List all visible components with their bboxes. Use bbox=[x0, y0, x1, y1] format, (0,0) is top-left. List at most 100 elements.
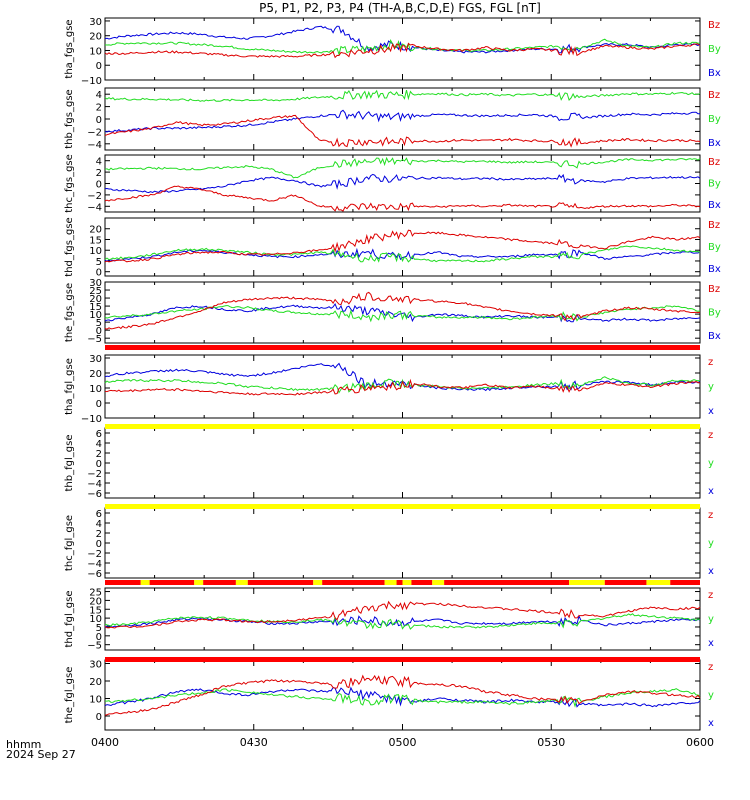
legend-Bx: Bx bbox=[708, 331, 721, 342]
legend-Bx: Bx bbox=[708, 68, 721, 79]
panel-tha_fgs_gse: 30 20 10 0 −10 tha_fgs_gse Bz By Bx bbox=[64, 17, 721, 87]
series-z-line bbox=[104, 600, 701, 629]
y-tick-label: 2 bbox=[96, 103, 102, 114]
y-tick-label: 15 bbox=[89, 302, 102, 313]
y-tick-label: 20 bbox=[89, 294, 102, 305]
legend-z: z bbox=[708, 510, 713, 521]
y-tick-label: 6 bbox=[96, 509, 102, 520]
date-label: 2024 Sep 27 bbox=[6, 748, 76, 761]
y-tick-label: 10 bbox=[89, 310, 102, 321]
y-tick-label: 0 bbox=[96, 539, 102, 550]
mode-bar-segment-yellow bbox=[140, 580, 150, 585]
y-tick-label: −2 bbox=[87, 127, 102, 138]
y-tick-label: 4 bbox=[96, 90, 102, 101]
legend-Bz: Bz bbox=[708, 90, 720, 101]
legend-z: z bbox=[708, 357, 713, 368]
series-y-line bbox=[104, 613, 701, 630]
legend-Bz: Bz bbox=[708, 284, 720, 295]
series-y-line bbox=[104, 89, 701, 102]
mode-bar-segment-yellow bbox=[105, 504, 700, 509]
series-z-line bbox=[104, 42, 701, 59]
legend-y: y bbox=[708, 458, 714, 469]
y-tick-label: −4 bbox=[87, 202, 102, 213]
y-tick-label: 30 bbox=[89, 354, 102, 365]
series-y-line bbox=[104, 38, 701, 57]
series-z-line bbox=[104, 185, 701, 212]
panel-thc_fgs_gse: 420−2−4 thc_fgs_gse Bz By Bx bbox=[64, 154, 721, 213]
series-x-line bbox=[104, 302, 701, 323]
y-tick-label: 20 bbox=[89, 369, 102, 380]
y-tick-label: 20 bbox=[89, 596, 102, 607]
legend-x: x bbox=[708, 486, 714, 497]
mode-bar-segment-red bbox=[203, 580, 236, 585]
y-tick-label: 30 bbox=[89, 278, 102, 289]
series-x-line bbox=[104, 109, 701, 133]
y-tick-label: 0 bbox=[96, 61, 102, 72]
y-tick-label: 10 bbox=[89, 695, 102, 706]
y-tick-label: 15 bbox=[89, 605, 102, 616]
mode-bar-segment-yellow bbox=[235, 580, 248, 585]
mode-bar-segment-red bbox=[444, 580, 570, 585]
y-tick-label: −5 bbox=[87, 334, 102, 345]
panel-frame bbox=[104, 507, 701, 579]
y-tick-label: −6 bbox=[87, 489, 102, 500]
series-x-line bbox=[104, 247, 701, 262]
mode-bar-segment-red bbox=[322, 580, 385, 585]
panel-tha_fgl_gse: 30 20 10 0 −10 tha_fgl_gse z y x bbox=[64, 354, 714, 425]
legend-Bx: Bx bbox=[708, 138, 721, 149]
y-tick-label: −2 bbox=[87, 469, 102, 480]
y-tick-label: 0 bbox=[96, 399, 102, 410]
legend-x: x bbox=[708, 566, 714, 577]
series-y-line bbox=[104, 376, 701, 394]
y-axis-label: tha_fgl_gse bbox=[64, 358, 75, 415]
mode-bar-segment-yellow bbox=[646, 580, 671, 585]
mode-bar-segment-red bbox=[604, 580, 647, 585]
y-axis-label: thb_fgl_gse bbox=[64, 435, 75, 492]
y-tick-label: 5 bbox=[96, 318, 102, 329]
y-tick-label: 0 bbox=[96, 268, 102, 279]
y-tick-label: −2 bbox=[87, 549, 102, 560]
series-x-line bbox=[104, 362, 701, 392]
y-tick-label: 4 bbox=[96, 157, 102, 168]
mode-bar-segment-red bbox=[105, 657, 700, 662]
x-tick-label: 0400 bbox=[91, 736, 119, 749]
y-axis-label: thd_fgs_gse bbox=[64, 217, 75, 276]
legend-x: x bbox=[708, 638, 714, 649]
panel-frame bbox=[104, 217, 701, 277]
mode-bar-segment-red bbox=[105, 580, 141, 585]
legend-Bx: Bx bbox=[708, 264, 721, 275]
legend-y: y bbox=[708, 690, 714, 701]
y-tick-label: −5 bbox=[87, 641, 102, 652]
legend-Bz: Bz bbox=[708, 157, 720, 168]
legend-By: By bbox=[708, 308, 721, 319]
y-axis-label: thb_fgs_gse bbox=[64, 89, 75, 148]
mode-bar-segment-red bbox=[105, 345, 700, 350]
x-tick-label: 0530 bbox=[537, 736, 565, 749]
x-tick-label: 0500 bbox=[389, 736, 417, 749]
y-tick-label: 0 bbox=[96, 459, 102, 470]
mode-bar-segment-yellow bbox=[105, 424, 700, 429]
legend-Bz: Bz bbox=[708, 20, 720, 31]
mode-bars-layer bbox=[105, 345, 700, 662]
legend-z: z bbox=[708, 662, 713, 673]
series-z-line bbox=[104, 229, 701, 263]
series-x-line bbox=[104, 614, 701, 629]
mode-bar-segment-yellow bbox=[194, 580, 204, 585]
y-tick-label: −4 bbox=[87, 140, 102, 151]
series-y-line bbox=[104, 156, 701, 179]
y-tick-label: 20 bbox=[89, 677, 102, 688]
y-tick-label: 4 bbox=[96, 519, 102, 530]
legend-Bz: Bz bbox=[708, 220, 720, 231]
series-z-line bbox=[104, 114, 701, 148]
mode-bar-segment-yellow bbox=[569, 580, 605, 585]
y-tick-label: 0 bbox=[96, 632, 102, 643]
series-z-line bbox=[104, 674, 701, 716]
y-tick-label: 10 bbox=[89, 384, 102, 395]
legend-By: By bbox=[708, 114, 721, 125]
y-tick-label: 0 bbox=[96, 712, 102, 723]
x-tick-label: 0430 bbox=[240, 736, 268, 749]
